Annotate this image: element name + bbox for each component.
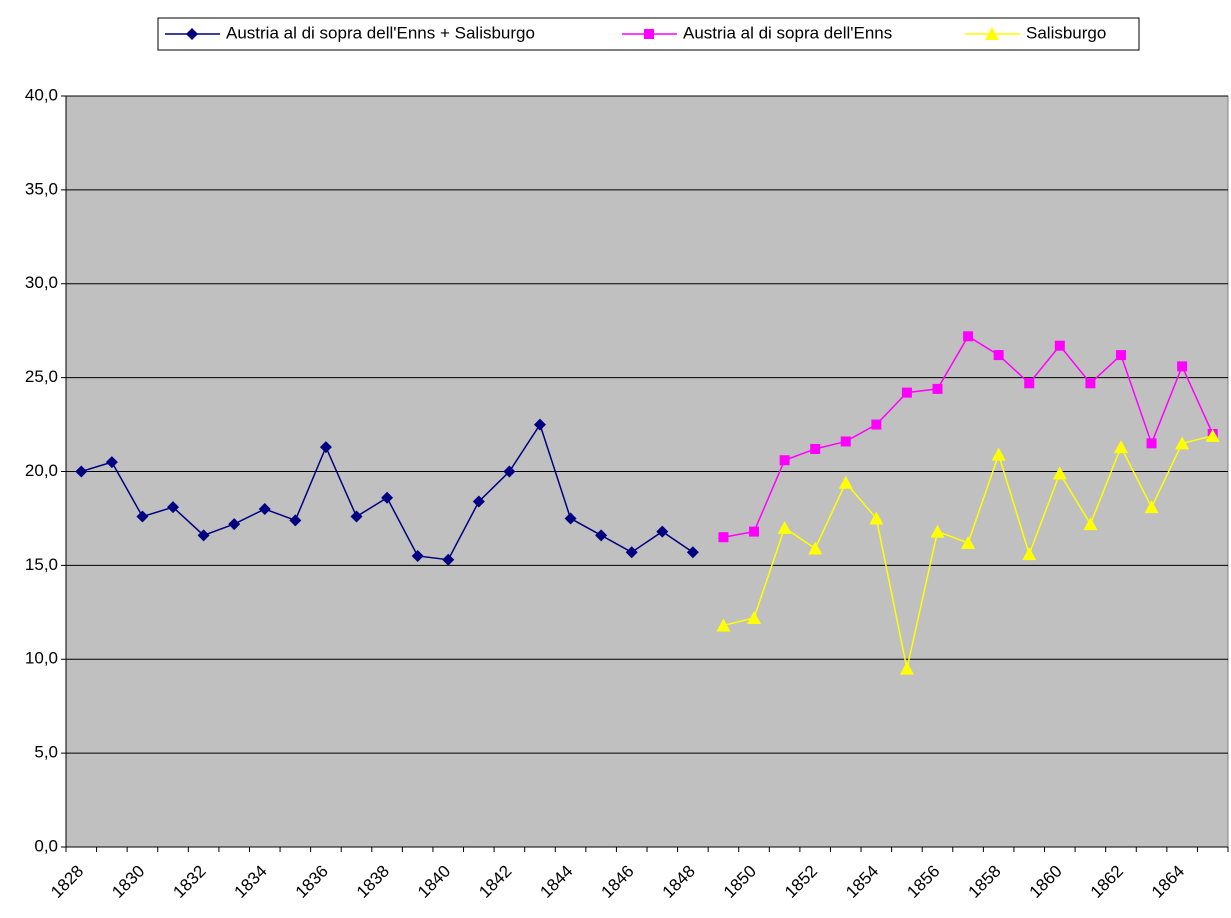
marker xyxy=(381,491,394,504)
x-tick-label: 1856 xyxy=(903,862,943,902)
x-tick-label: 1858 xyxy=(964,862,1004,902)
marker xyxy=(1205,428,1220,442)
x-tick-label: 1846 xyxy=(598,862,638,902)
marker xyxy=(564,512,577,525)
marker xyxy=(869,511,884,525)
x-tick-label: 1862 xyxy=(1087,862,1127,902)
marker xyxy=(319,441,332,454)
marker xyxy=(533,418,546,431)
marker xyxy=(472,495,485,508)
marker xyxy=(1024,378,1035,389)
y-tick-label: 30,0 xyxy=(25,273,58,292)
marker xyxy=(1146,438,1157,449)
x-tick-label: 1838 xyxy=(353,862,393,902)
marker xyxy=(186,28,198,40)
x-tick-label: 1864 xyxy=(1148,862,1188,902)
x-tick-label: 1834 xyxy=(231,862,271,902)
marker xyxy=(716,618,731,632)
marker xyxy=(777,520,792,534)
y-tick-label: 15,0 xyxy=(25,555,58,574)
marker xyxy=(1113,440,1128,454)
marker xyxy=(350,510,363,523)
marker xyxy=(197,529,210,542)
marker xyxy=(167,501,180,514)
marker xyxy=(1022,547,1037,561)
x-tick-label: 1836 xyxy=(292,862,332,902)
x-tick-label: 1854 xyxy=(842,862,882,902)
y-tick-label: 35,0 xyxy=(25,179,58,198)
y-tick-label: 10,0 xyxy=(25,649,58,668)
marker xyxy=(1177,361,1188,372)
marker xyxy=(625,546,638,559)
x-tick-label: 1830 xyxy=(108,862,148,902)
marker xyxy=(985,27,999,40)
x-tick-label: 1848 xyxy=(659,862,699,902)
marker xyxy=(595,529,608,542)
marker xyxy=(1052,466,1067,480)
marker xyxy=(899,661,914,675)
x-tick-label: 1850 xyxy=(720,862,760,902)
legend-label: Austria al di sopra dell'Enns xyxy=(683,23,892,42)
marker xyxy=(644,29,654,39)
marker xyxy=(258,503,271,516)
marker xyxy=(718,532,729,543)
y-tick-label: 5,0 xyxy=(34,743,58,762)
legend-label: Salisburgo xyxy=(1026,23,1106,42)
marker xyxy=(1175,436,1190,450)
marker xyxy=(961,535,976,549)
x-tick-label: 1828 xyxy=(47,862,87,902)
marker xyxy=(228,518,241,531)
marker xyxy=(411,549,424,562)
marker xyxy=(993,350,1004,361)
marker xyxy=(1115,350,1126,361)
marker xyxy=(838,475,853,489)
marker xyxy=(840,436,851,447)
marker xyxy=(656,525,669,538)
marker xyxy=(963,331,974,342)
y-tick-label: 0,0 xyxy=(34,836,58,855)
marker xyxy=(1144,500,1159,514)
x-tick-label: 1840 xyxy=(414,862,454,902)
marker xyxy=(810,443,821,454)
marker xyxy=(749,526,760,537)
x-tick-label: 1842 xyxy=(475,862,515,902)
marker xyxy=(1054,340,1065,351)
marker xyxy=(105,456,118,469)
y-tick-label: 40,0 xyxy=(25,85,58,104)
marker xyxy=(686,546,699,559)
marker xyxy=(808,541,823,555)
marker xyxy=(503,465,516,478)
marker xyxy=(75,465,88,478)
y-tick-label: 25,0 xyxy=(25,367,58,386)
marker xyxy=(1083,517,1098,531)
marker xyxy=(779,455,790,466)
x-tick-label: 1860 xyxy=(1026,862,1066,902)
marker xyxy=(747,610,762,624)
marker xyxy=(442,553,455,566)
marker xyxy=(136,510,149,523)
x-tick-label: 1844 xyxy=(536,862,576,902)
x-tick-label: 1852 xyxy=(781,862,821,902)
marker xyxy=(930,524,945,538)
marker xyxy=(932,383,943,394)
marker xyxy=(1085,378,1096,389)
x-tick-label: 1832 xyxy=(169,862,209,902)
marker xyxy=(991,447,1006,461)
marker xyxy=(901,387,912,398)
y-tick-label: 20,0 xyxy=(25,461,58,480)
marker xyxy=(871,419,882,430)
legend-label: Austria al di sopra dell'Enns + Salisbur… xyxy=(226,23,535,42)
marker xyxy=(289,514,302,527)
